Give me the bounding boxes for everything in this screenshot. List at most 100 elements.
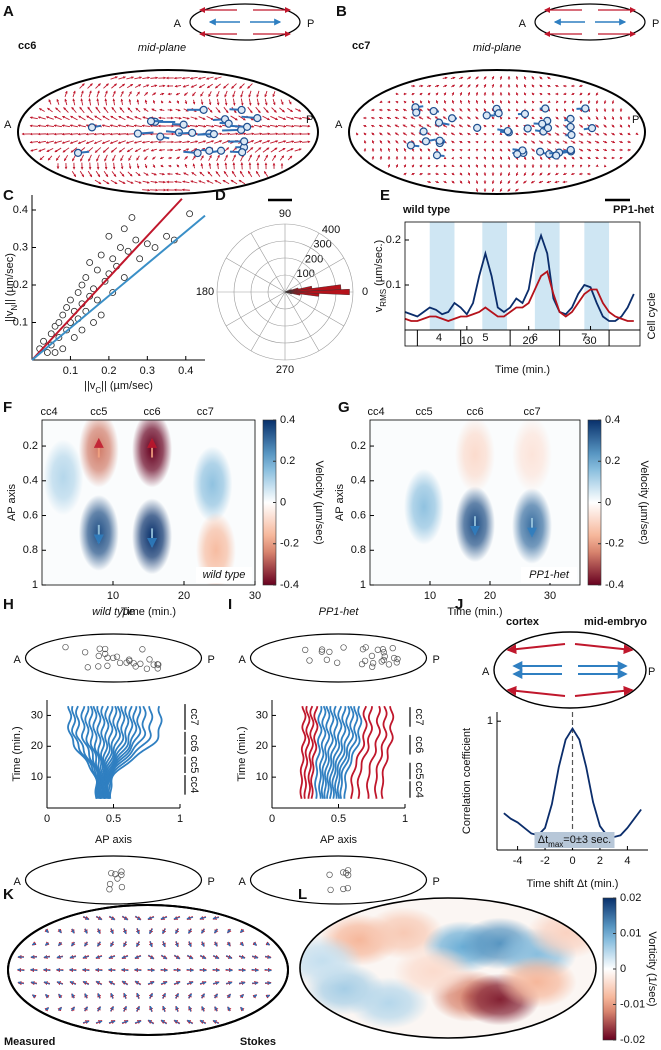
flow-arrow xyxy=(184,163,188,168)
flow-arrow xyxy=(403,148,407,152)
cycle-label: 4 xyxy=(436,332,442,344)
flow-arrow xyxy=(148,928,154,934)
posterior-label: P xyxy=(433,876,440,888)
flow-arrow xyxy=(515,124,519,127)
flow-arrow xyxy=(475,84,479,88)
flow-arrow xyxy=(54,147,62,153)
flow-arrow xyxy=(110,76,118,80)
flow-arrow xyxy=(46,147,54,153)
scatter-point xyxy=(70,334,78,341)
flow-arrow xyxy=(121,955,129,959)
flow-arrow xyxy=(199,981,207,985)
scatter-point xyxy=(78,326,86,334)
flow-arrow xyxy=(122,941,128,947)
flow-arrow xyxy=(507,188,511,192)
flow-arrow xyxy=(451,140,455,144)
flow-arrow xyxy=(188,941,192,948)
flow-arrow xyxy=(379,147,383,152)
flow-arrow xyxy=(539,92,543,96)
panel-letter: J xyxy=(455,596,463,613)
flow-arrow xyxy=(531,132,536,136)
flow-arrow xyxy=(207,107,213,113)
embryo-outline xyxy=(17,69,319,195)
nucleus xyxy=(193,148,202,158)
flow-arrow xyxy=(69,132,79,136)
scatter-point xyxy=(93,266,101,274)
colorbar-tick-label: -0.4 xyxy=(280,579,299,591)
flow-arrow xyxy=(143,108,149,112)
nucleus-trajectory xyxy=(107,706,154,799)
scatter-point xyxy=(55,319,63,326)
vorticity-blob xyxy=(496,956,577,1008)
y-tick-label: 10 xyxy=(31,771,43,783)
flow-arrow xyxy=(69,968,77,972)
y-tick-label: 1 xyxy=(32,579,38,591)
flow-arrow xyxy=(226,955,233,959)
flow-arrow xyxy=(491,188,495,193)
flow-arrow xyxy=(148,1019,154,1025)
flow-arrow xyxy=(101,140,110,144)
flow-arrow xyxy=(595,164,599,167)
nucleus xyxy=(253,114,262,123)
y-tick-label: 0.8 xyxy=(351,544,366,556)
x-axis-label: Time (min.) xyxy=(121,606,176,618)
flow-arrow xyxy=(104,162,108,170)
flow-arrow xyxy=(111,106,117,114)
flow-arrow xyxy=(595,92,599,96)
flow-arrow xyxy=(149,124,158,128)
cycle-label: cc6 xyxy=(413,736,425,753)
flow-arrow xyxy=(191,171,197,177)
flow-arrow xyxy=(411,100,415,104)
flow-arrow xyxy=(252,955,259,959)
flow-arrow xyxy=(227,1006,231,1012)
legend-stokes: Stokes xyxy=(240,1036,276,1048)
flow-arrow xyxy=(555,100,559,104)
scatter-point xyxy=(63,304,70,311)
flow-arrow xyxy=(579,100,583,104)
flow-arrow xyxy=(70,980,76,986)
flow-arrow xyxy=(119,171,125,177)
nucleus-sketch xyxy=(143,665,151,672)
x-tick-label: 1 xyxy=(402,813,408,825)
diagram-cortex-flow xyxy=(506,643,566,655)
flow-arrow xyxy=(288,99,292,105)
colorbar-tick-label: -0.2 xyxy=(280,538,299,550)
flow-arrow xyxy=(83,1006,89,1012)
panel-letter: L xyxy=(298,886,307,903)
flow-arrow xyxy=(426,124,432,128)
flow-arrow xyxy=(93,140,102,144)
colorbar-tick-label: -0.01 xyxy=(620,998,645,1010)
flow-arrow xyxy=(95,170,101,178)
scatter-point xyxy=(132,236,140,244)
flow-arrow xyxy=(190,148,198,152)
flow-arrow xyxy=(499,188,503,192)
cycle-label: cc7 xyxy=(188,708,200,725)
flow-arrow xyxy=(186,981,194,985)
flow-arrow xyxy=(83,980,89,986)
flow-arrow xyxy=(262,147,270,153)
nucleus xyxy=(503,126,512,136)
scatter-point xyxy=(82,274,90,281)
colorbar-label: Velocity (µm/sec) xyxy=(638,461,650,545)
nucleus-trajectory xyxy=(336,705,355,799)
flow-arrow xyxy=(147,968,155,972)
flow-arrow xyxy=(136,928,140,935)
flow-arrow xyxy=(587,116,591,120)
flow-arrow xyxy=(467,164,471,168)
flow-arrow xyxy=(563,92,567,96)
nucleus-sketch xyxy=(381,653,388,660)
flow-arrow xyxy=(213,954,219,960)
label-subscript: max xyxy=(548,840,563,849)
colorbar-tick-label: -0.02 xyxy=(620,1034,645,1046)
flow-arrow xyxy=(128,98,132,105)
label-subscript: N xyxy=(10,305,19,311)
flow-arrow xyxy=(96,941,102,947)
nucleus-sketch xyxy=(318,646,326,653)
flow-arrow xyxy=(571,92,575,96)
flow-arrow xyxy=(499,148,503,152)
x-tick-label: 10 xyxy=(461,335,473,347)
flow-arrow xyxy=(379,100,383,104)
x-axis-label: Time shift Δt (min.) xyxy=(527,878,619,890)
scatter-point xyxy=(40,337,47,345)
nucleus xyxy=(543,123,553,133)
